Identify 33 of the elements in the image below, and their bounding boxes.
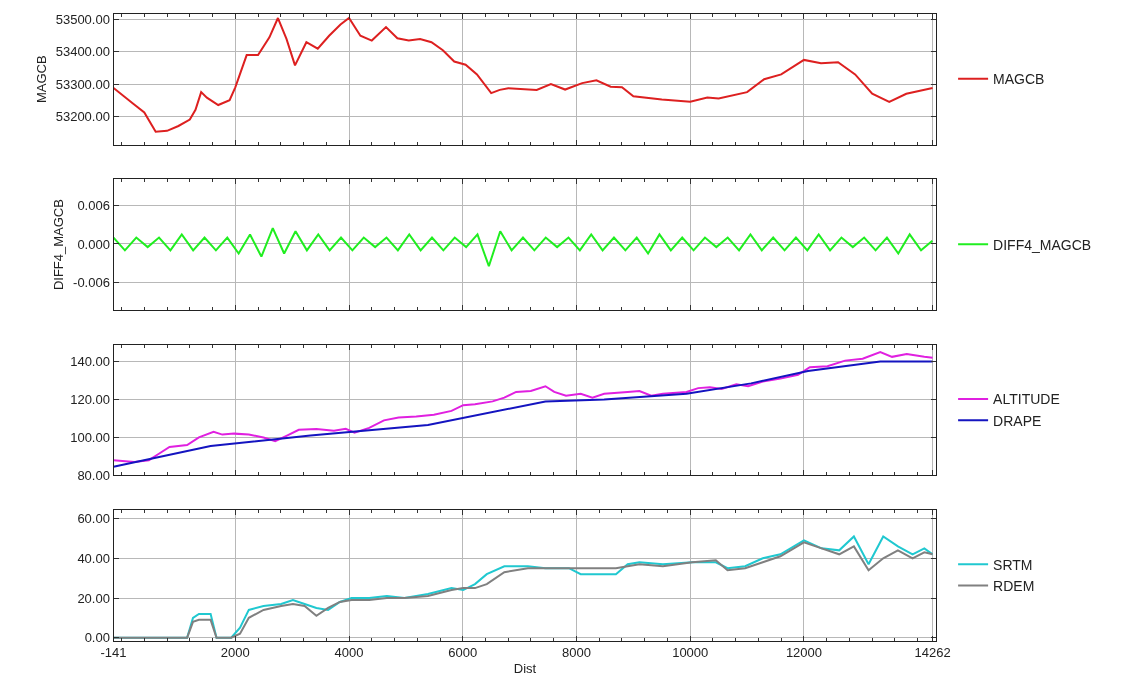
y-axis-title: MAGCB [33,55,49,104]
y-tick-label: 60.00 [77,511,110,527]
y-axis-title: DIFF4_MAGCB [51,199,67,291]
legend-label: SRTM [993,556,1033,573]
y-tick-label: 80.00 [77,467,110,483]
legend-label: DIFF4_MAGCB [993,236,1092,253]
y-tick-label: 0.00 [84,630,110,646]
y-tick-label: 53300.00 [55,76,110,92]
x-tick-label: 12000 [785,645,823,661]
x-tick-label: -141 [100,645,127,661]
y-tick-label: 100.00 [70,429,110,445]
x-tick-label: 4000 [334,645,364,661]
y-tick-label: 120.00 [70,392,110,408]
legend-label: MAGCB [993,71,1045,88]
x-tick-label: 2000 [220,645,250,661]
y-tick-label: 53500.00 [55,12,110,28]
legend-label: ALTITUDE [993,391,1060,408]
x-tick-label: 10000 [672,645,709,661]
y-tick-label: 20.00 [77,590,110,606]
y-tick-label: 53400.00 [55,44,110,60]
y-tick-label: 40.00 [77,550,110,566]
y-tick-label: 53200.00 [55,108,110,124]
legend-label: DRAPE [993,412,1042,429]
y-tick-label: -0.006 [73,274,110,290]
y-tick-label: 140.00 [70,354,110,370]
legend-label: RDEM [993,578,1035,595]
y-tick-label: 0.000 [77,236,110,252]
x-axis-title: Dist [513,660,537,676]
x-tick-label: 14262 [914,645,951,661]
x-tick-label: 8000 [562,645,591,661]
x-tick-label: 6000 [448,645,478,661]
y-tick-label: 0.006 [77,198,110,214]
line-series [113,227,934,268]
